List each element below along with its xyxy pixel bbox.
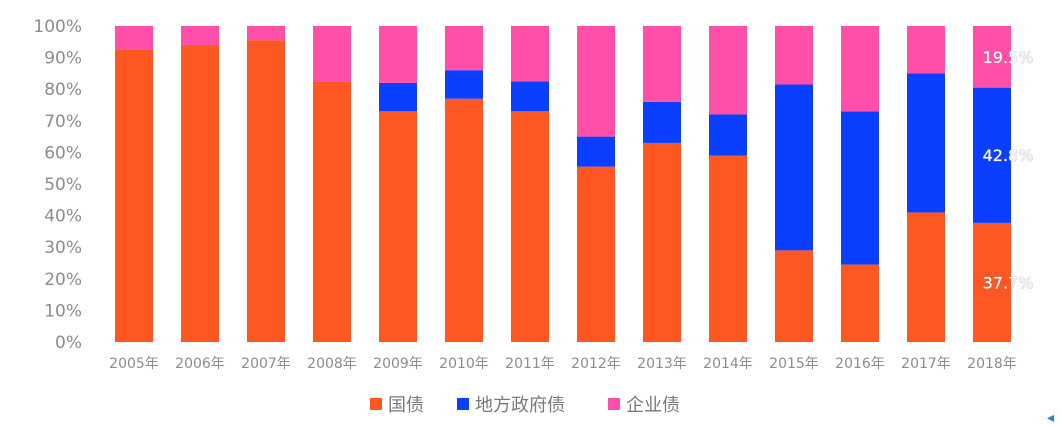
bar-segment [181,26,219,45]
bar-segment [445,98,483,343]
bar-segment [379,26,417,83]
y-tick-label: 0% [55,333,82,353]
legend: 国债 地方政府债 企业债 [370,395,680,416]
bar-segment [181,44,219,343]
y-tick-label: 80% [44,80,82,100]
bar-segment [313,26,351,82]
bar-segment [577,136,615,167]
y-tick-label: 100% [33,17,82,37]
bar-segment [709,114,747,156]
x-tick-label: 2009年 [373,356,423,372]
bar-segment [775,84,813,251]
y-tick-label: 50% [44,175,82,195]
bar-segment [511,111,549,342]
y-tick-label: 40% [44,207,82,227]
bar-segment [973,26,1011,88]
x-tick-label: 2007年 [241,356,291,372]
y-axis: 0% 10% 20% 30% 40% 50% 60% 70% 80% 90% 100% [33,17,82,353]
x-axis: 2005年 2006年 2007年 2008年 2009年 2010年 2011年 2012年… [109,356,1017,372]
bar-segment [511,26,549,82]
legend-label: 企业债 [626,395,680,416]
x-tick-label: 2006年 [175,356,225,372]
bar-segment [445,26,483,71]
data-label: 19.5% [983,48,1034,67]
x-tick-label: 2008年 [307,356,357,372]
y-tick-label: 20% [44,270,82,290]
data-label: 37.7% [983,273,1034,292]
y-tick-label: 90% [44,49,82,69]
bar-segment [775,250,813,342]
x-tick-label: 2011年 [505,356,555,372]
bar-segment [379,82,417,112]
data-labels: 19.5% 42.8% 37.7% [982,48,1034,293]
bar-segment [775,26,813,85]
x-tick-label: 2016年 [835,356,885,372]
legend-item: 企业债 [608,395,680,416]
legend-item: 地方政府债 [457,395,565,416]
legend-label: 地方政府债 [475,395,565,416]
bar-segment [907,26,945,74]
bar-segment [841,26,879,112]
bar-segment [247,26,285,41]
bar-segment [841,111,879,265]
bar-segment [709,26,747,115]
bar-segment [643,142,681,342]
bar-segment [973,222,1011,342]
bar-segment [379,111,417,342]
bar-segment [643,26,681,102]
x-tick-label: 2015年 [769,356,819,372]
x-tick-label: 2018年 [967,356,1017,372]
bar-segment [907,73,945,213]
corner-arrow-icon: ◂ [1047,410,1054,426]
x-tick-label: 2014年 [703,356,753,372]
bar-segment [115,49,153,342]
bar-segment [577,26,615,137]
legend-swatch [457,398,469,410]
bar-segment [907,212,945,342]
bar-segment [115,26,153,50]
y-tick-label: 30% [44,238,82,258]
x-tick-label: 2010年 [439,356,489,372]
bar-segment [643,101,681,143]
bar-segment [511,81,549,112]
legend-item: 国债 [370,395,424,416]
bar-segment [313,81,351,343]
x-tick-label: 2017年 [901,356,951,372]
bars [115,26,1011,343]
bar-segment [445,70,483,99]
x-tick-label: 2012年 [571,356,621,372]
bar-segment [577,166,615,342]
y-tick-label: 60% [44,143,82,163]
legend-label: 国债 [388,395,424,416]
bar-segment [709,155,747,342]
legend-swatch [370,398,382,410]
bar-segment [841,264,879,342]
y-tick-label: 10% [44,301,82,321]
legend-swatch [608,398,620,410]
y-tick-label: 70% [44,112,82,132]
bar-segment [247,40,285,342]
x-tick-label: 2005年 [109,356,159,372]
x-tick-label: 2013年 [637,356,687,372]
data-label: 42.8% [983,146,1034,165]
bar-segment [973,87,1011,223]
